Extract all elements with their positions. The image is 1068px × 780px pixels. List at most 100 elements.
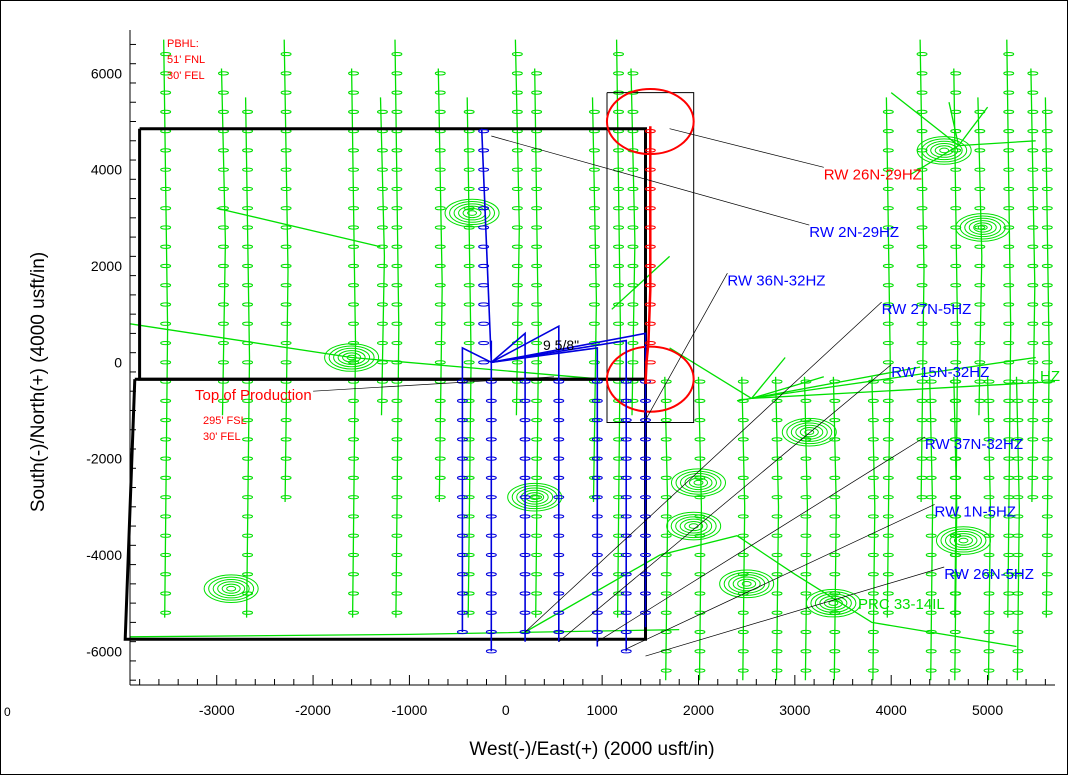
offset-well-marker	[531, 552, 543, 558]
offset-well-marker	[348, 225, 360, 230]
offset-well-marker	[1012, 437, 1024, 442]
offset-well-marker	[867, 418, 879, 423]
x-tick-label: 0	[502, 702, 510, 718]
offset-well-marker	[531, 302, 543, 307]
offset-well-marker	[613, 610, 625, 615]
offset-well-marker	[925, 437, 937, 442]
offset-well-marker	[160, 514, 172, 519]
pad-well-marker	[620, 398, 632, 403]
well-label-5: RW 37N-32HZ	[925, 436, 1023, 453]
labels-layer: RW 26N-29HZ RW 2N-29HZ RW 36N-32HZ RW 27N-5…	[727, 166, 1034, 583]
offset-well-marker	[1041, 186, 1053, 192]
subject-well-marker	[644, 167, 656, 172]
offset-well-marker	[217, 225, 229, 230]
offset-well-marker	[800, 649, 812, 654]
offset-well-marker	[949, 610, 961, 615]
offset-well-marker	[376, 302, 388, 307]
offset-well-trajectory	[958, 140, 1036, 147]
offset-well-marker	[391, 225, 403, 230]
target-ring	[516, 487, 554, 507]
offset-well-marker	[160, 340, 172, 346]
offset-well-marker	[737, 475, 749, 481]
pad-well-marker	[519, 379, 531, 384]
pad-well-marker	[519, 398, 531, 403]
offset-well-marker	[391, 475, 403, 481]
offset-well-marker	[1003, 51, 1015, 57]
offset-well-marker	[974, 244, 986, 249]
pad-well-marker	[519, 418, 531, 423]
offset-well-marker	[391, 398, 403, 403]
offset-well-marker	[391, 51, 403, 57]
offset-well-marker	[1027, 244, 1039, 249]
offset-well-marker	[1041, 148, 1053, 153]
offset-well-marker	[348, 206, 360, 211]
y-tick-label: -6000	[86, 643, 122, 659]
offset-well-marker	[434, 302, 446, 307]
target-ring	[670, 514, 717, 539]
offset-well-marker	[376, 321, 388, 326]
pad-well-marker	[478, 167, 490, 172]
offset-well-marker	[391, 186, 403, 192]
pad-well-marker	[478, 321, 490, 326]
offset-well-marker	[660, 610, 672, 615]
well-label-7: RW 26N-5HZ	[944, 566, 1034, 583]
pad-well-marker	[639, 398, 651, 403]
offset-well-marker	[217, 148, 229, 153]
pad-well-marker	[485, 456, 497, 461]
offset-well-marker	[1041, 514, 1053, 519]
y-tick-label: 6000	[91, 65, 122, 81]
offset-well-marker	[391, 244, 403, 249]
target-ring	[935, 526, 991, 555]
offset-well-marker	[771, 572, 783, 577]
well-label-0: RW 26N-29HZ	[824, 166, 922, 183]
offset-well-marker	[613, 225, 625, 230]
offset-well-marker	[242, 148, 254, 153]
offset-well-marker	[1003, 167, 1015, 172]
pad-well-marker	[485, 649, 497, 654]
offset-well-marker	[588, 148, 600, 153]
offset-well-marker	[242, 302, 254, 307]
leader-line	[669, 128, 824, 168]
offset-well-marker	[867, 649, 879, 654]
offset-well-marker	[348, 148, 360, 153]
offset-well-marker	[1041, 244, 1053, 249]
offset-well-marker	[949, 418, 961, 423]
offset-well-marker	[434, 109, 446, 114]
offset-well-marker	[882, 206, 894, 211]
offset-well-trajectory	[514, 39, 520, 416]
offset-well-marker	[160, 321, 172, 326]
offset-well-marker	[280, 302, 292, 307]
offset-well-marker	[1012, 495, 1024, 500]
offset-well-marker	[511, 398, 523, 403]
pad-well-marker	[553, 495, 565, 500]
offset-well-marker	[660, 456, 672, 461]
target-ring	[449, 201, 496, 226]
offset-well-marker	[280, 340, 292, 346]
offset-well-marker	[376, 283, 388, 288]
offset-well-marker	[463, 398, 475, 403]
offset-well-marker	[867, 398, 879, 403]
offset-well-marker	[800, 495, 812, 500]
pad-well-marker	[620, 495, 632, 500]
target-ring	[693, 479, 704, 486]
offset-well-marker	[376, 148, 388, 153]
offset-well-marker	[660, 398, 672, 403]
pad-well-marker	[639, 572, 651, 577]
offset-well-marker	[463, 437, 475, 442]
offset-well-trajectory	[524, 534, 1017, 648]
offset-well-marker	[613, 263, 625, 269]
target-ring	[953, 535, 973, 546]
pad-well-marker	[485, 379, 497, 384]
pad-well-marker	[591, 456, 603, 461]
offset-well-marker	[348, 302, 360, 307]
offset-well-trajectory	[1044, 97, 1050, 618]
offset-well-marker	[771, 649, 783, 654]
offset-well-trajectory	[750, 357, 786, 399]
offset-well-marker	[160, 360, 172, 365]
offset-well-marker	[463, 186, 475, 192]
subject-well-marker	[644, 321, 656, 326]
offset-well-marker	[1003, 283, 1015, 288]
target-ring	[828, 600, 839, 606]
offset-well-marker	[950, 71, 962, 76]
offset-well-marker	[949, 495, 961, 500]
